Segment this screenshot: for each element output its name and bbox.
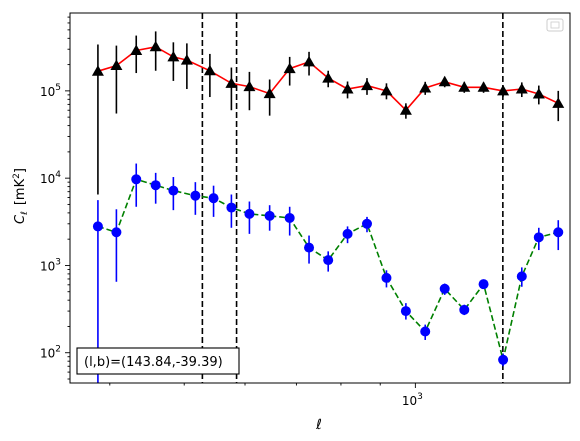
y-tick-base: 10 bbox=[40, 259, 55, 273]
y-tick-base: 10 bbox=[40, 172, 55, 186]
circle-marker-11 bbox=[304, 242, 315, 253]
circle-marker-9 bbox=[264, 210, 275, 221]
y-tick-exp: 2 bbox=[55, 345, 61, 355]
series-0 bbox=[91, 31, 565, 195]
circle-marker-6 bbox=[208, 193, 219, 204]
triangle-marker-15 bbox=[380, 84, 393, 96]
triangle-marker-0 bbox=[91, 65, 104, 76]
triangle-marker-21 bbox=[497, 84, 510, 96]
circle-marker-12 bbox=[323, 255, 334, 266]
triangle-marker-13 bbox=[341, 83, 354, 94]
circle-marker-13 bbox=[342, 228, 353, 239]
circle-marker-10 bbox=[284, 212, 295, 223]
triangle-marker-4 bbox=[167, 50, 180, 62]
y-axis-label: Cℓ [mK2] bbox=[12, 168, 30, 224]
triangle-marker-18 bbox=[438, 75, 451, 87]
circle-marker-19 bbox=[459, 304, 470, 315]
y-tick-exp: 4 bbox=[55, 170, 61, 180]
y-tick-exp: 5 bbox=[55, 83, 61, 93]
triangle-marker-20 bbox=[477, 81, 490, 92]
legend-box bbox=[546, 18, 564, 32]
legend-handle bbox=[550, 21, 560, 29]
circle-marker-7 bbox=[226, 202, 237, 213]
circle-marker-4 bbox=[168, 185, 179, 196]
triangle-marker-11 bbox=[303, 55, 316, 67]
annotation-text: (l,b)=(143.84,-39.39) bbox=[84, 355, 223, 370]
circle-marker-21 bbox=[498, 354, 509, 365]
triangle-marker-23 bbox=[532, 88, 545, 99]
circle-marker-22 bbox=[516, 271, 527, 282]
triangle-marker-1 bbox=[110, 59, 123, 71]
circle-marker-15 bbox=[381, 272, 392, 283]
circle-marker-5 bbox=[190, 190, 201, 201]
y-axis-label-main: C bbox=[13, 214, 28, 224]
circle-marker-8 bbox=[244, 208, 255, 219]
y-tick-base: 10 bbox=[40, 85, 55, 99]
circle-marker-1 bbox=[111, 227, 122, 238]
y-axis-label-unit-close: ] bbox=[13, 168, 28, 173]
circle-marker-3 bbox=[150, 180, 161, 191]
triangle-marker-12 bbox=[322, 72, 335, 83]
x-tick-exp: 3 bbox=[417, 392, 423, 402]
triangle-marker-2 bbox=[130, 44, 143, 56]
data-layer bbox=[91, 13, 565, 383]
circle-marker-24 bbox=[553, 227, 564, 238]
y-axis-label-unit-exp: 2 bbox=[12, 173, 22, 179]
circle-marker-20 bbox=[478, 279, 489, 290]
y-tick-label-0: 102 bbox=[40, 345, 61, 361]
circle-marker-18 bbox=[439, 283, 450, 294]
series-1 bbox=[92, 163, 564, 383]
x-axis-label: ℓ bbox=[315, 417, 322, 433]
triangle-marker-5 bbox=[180, 54, 193, 65]
circle-marker-16 bbox=[400, 306, 411, 317]
triangle-marker-14 bbox=[360, 79, 373, 91]
y-tick-exp: 3 bbox=[55, 257, 61, 267]
triangle-marker-3 bbox=[149, 40, 162, 52]
plot-frame bbox=[69, 12, 571, 384]
circle-marker-0 bbox=[92, 221, 103, 232]
triangle-marker-22 bbox=[515, 83, 528, 94]
triangle-marker-9 bbox=[263, 87, 276, 99]
annotation-box bbox=[76, 347, 240, 375]
triangle-marker-8 bbox=[243, 80, 256, 92]
triangle-marker-10 bbox=[283, 62, 296, 74]
triangle-marker-6 bbox=[203, 64, 216, 76]
y-tick-label-1: 103 bbox=[40, 257, 61, 273]
triangle-marker-7 bbox=[225, 77, 238, 88]
triangle-marker-16 bbox=[399, 104, 412, 115]
y-tick-label-3: 105 bbox=[40, 83, 61, 99]
circle-marker-17 bbox=[420, 326, 431, 337]
y-tick-label-2: 104 bbox=[40, 170, 61, 186]
x-tick-label-0: 103 bbox=[402, 392, 423, 408]
circle-marker-14 bbox=[361, 218, 372, 229]
triangle-marker-24 bbox=[552, 97, 565, 108]
triangle-marker-17 bbox=[419, 81, 432, 93]
y-tick-base: 10 bbox=[40, 347, 55, 361]
y-axis-label-unit: [mK bbox=[13, 178, 28, 205]
x-tick-base: 10 bbox=[402, 394, 417, 408]
triangle-marker-19 bbox=[458, 81, 471, 92]
circle-marker-2 bbox=[131, 174, 142, 185]
y-axis-label-sub: ℓ bbox=[20, 211, 30, 216]
circle-marker-23 bbox=[533, 232, 544, 243]
